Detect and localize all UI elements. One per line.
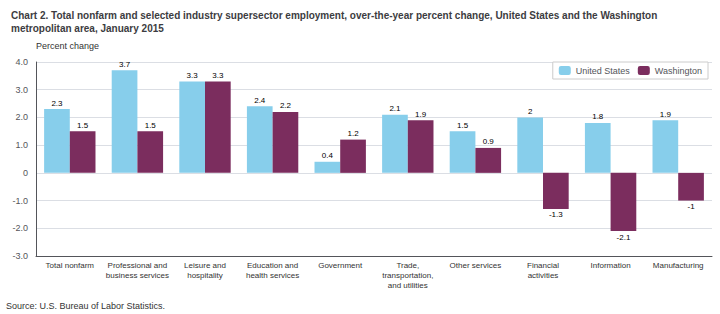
svg-text:Source: U.S. Bureau of Labor S: Source: U.S. Bureau of Labor Statistics.	[6, 301, 165, 311]
svg-text:1.5: 1.5	[77, 121, 89, 130]
svg-text:2.3: 2.3	[51, 99, 63, 108]
svg-text:3.7: 3.7	[119, 60, 131, 69]
svg-text:Information: Information	[591, 261, 631, 270]
svg-text:1.9: 1.9	[660, 110, 672, 119]
svg-text:Chart 2. Total nonfarm and sel: Chart 2. Total nonfarm and selected indu…	[11, 10, 660, 21]
svg-text:activities: activities	[528, 271, 559, 280]
svg-text:Washington: Washington	[655, 66, 702, 76]
svg-text:-1: -1	[687, 202, 695, 211]
svg-text:1.0: 1.0	[15, 140, 28, 150]
svg-text:and utilities: and utilities	[388, 281, 428, 290]
svg-text:business services: business services	[106, 271, 169, 280]
svg-text:metropolitan area, January 201: metropolitan area, January 2015	[11, 23, 164, 34]
svg-text:Government: Government	[318, 261, 363, 270]
svg-text:3.3: 3.3	[212, 71, 224, 80]
svg-text:4.0: 4.0	[15, 57, 28, 67]
svg-text:Manufacturing: Manufacturing	[653, 261, 704, 270]
svg-text:1.8: 1.8	[592, 112, 604, 121]
svg-text:0.4: 0.4	[322, 151, 334, 160]
svg-text:hospitality: hospitality	[187, 271, 223, 280]
svg-text:3.3: 3.3	[187, 71, 199, 80]
svg-text:Percent change: Percent change	[36, 41, 99, 51]
svg-text:1.5: 1.5	[145, 121, 157, 130]
svg-text:Leisure and: Leisure and	[184, 261, 226, 270]
svg-text:3.0: 3.0	[15, 85, 28, 95]
svg-text:-3.0: -3.0	[12, 251, 28, 261]
svg-text:-1.3: -1.3	[549, 210, 563, 219]
svg-text:Financial: Financial	[527, 261, 559, 270]
svg-text:1.9: 1.9	[415, 110, 427, 119]
svg-text:2.0: 2.0	[15, 112, 28, 122]
svg-text:-2.1: -2.1	[617, 233, 631, 242]
svg-text:Trade,: Trade,	[396, 261, 419, 270]
svg-text:2.1: 2.1	[389, 104, 401, 113]
svg-text:2.2: 2.2	[280, 101, 292, 110]
svg-text:2: 2	[528, 107, 533, 116]
svg-text:United States: United States	[576, 66, 631, 76]
svg-text:1.5: 1.5	[457, 121, 469, 130]
svg-text:Education and: Education and	[247, 261, 298, 270]
svg-text:Other services: Other services	[450, 261, 502, 270]
svg-text:2.4: 2.4	[254, 96, 266, 105]
svg-text:1.2: 1.2	[347, 129, 359, 138]
svg-text:health services: health services	[246, 271, 299, 280]
svg-text:transportation,: transportation,	[382, 271, 433, 280]
svg-text:-1.0: -1.0	[12, 196, 28, 206]
svg-text:0.9: 0.9	[483, 137, 495, 146]
svg-text:-2.0: -2.0	[12, 223, 28, 233]
svg-text:0: 0	[23, 168, 28, 178]
svg-text:Total nonfarm: Total nonfarm	[46, 261, 95, 270]
svg-text:Professional and: Professional and	[108, 261, 168, 270]
